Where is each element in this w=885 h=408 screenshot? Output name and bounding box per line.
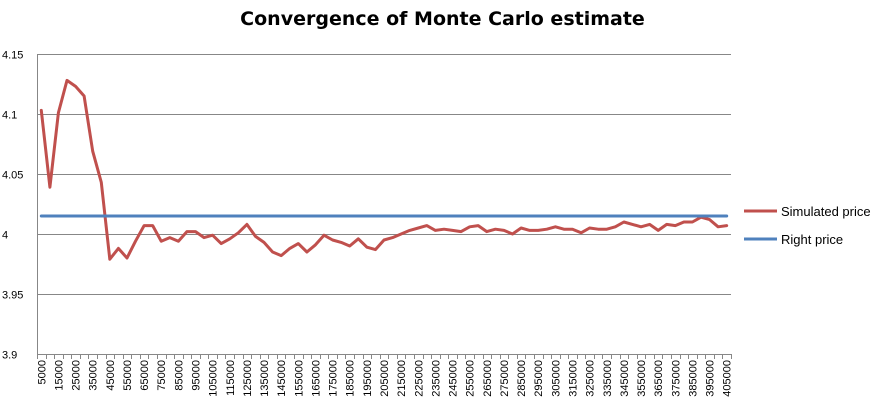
x-tick-label: 345000 — [619, 360, 631, 397]
x-tick-label: 105000 — [208, 360, 220, 397]
x-tick-label: 25000 — [71, 360, 83, 391]
x-tick-label: 95000 — [191, 360, 203, 391]
x-tick-label: 265000 — [482, 360, 494, 397]
x-tick-label: 245000 — [448, 360, 460, 397]
y-tick-label: 4.05 — [2, 170, 23, 182]
y-tick-label: 4.1 — [2, 110, 17, 122]
legend: Simulated price Right price — [744, 204, 871, 247]
x-tick-label: 295000 — [533, 360, 545, 397]
x-tick-label: 405000 — [722, 360, 734, 397]
x-tick-label: 165000 — [310, 360, 322, 397]
legend-label-simulated-price: Simulated price — [781, 204, 871, 219]
gridlines — [37, 54, 731, 295]
x-tick-label: 275000 — [499, 360, 511, 397]
x-tick-label: 385000 — [687, 360, 699, 397]
x-tick-label: 325000 — [585, 360, 597, 397]
x-tick-label: 215000 — [396, 360, 408, 397]
x-tick-label: 35000 — [88, 360, 100, 391]
series-line-simulated-price — [39, 78, 729, 261]
x-tick-label: 205000 — [379, 360, 391, 397]
x-tick-label: 15000 — [53, 360, 65, 391]
x-tick-label: 355000 — [636, 360, 648, 397]
y-tick-label: 3.9 — [2, 350, 17, 362]
x-tick-label: 305000 — [550, 360, 562, 397]
x-tick-label: 55000 — [122, 360, 134, 391]
x-tick-label: 285000 — [516, 360, 528, 397]
x-tick-label: 195000 — [362, 360, 374, 397]
x-tick-label: 175000 — [328, 360, 340, 397]
x-tick-label: 365000 — [653, 360, 665, 397]
x-tick-label: 125000 — [242, 360, 254, 397]
y-tick-label: 4 — [2, 230, 8, 242]
y-tick-label: 4.15 — [2, 50, 23, 62]
y-tick-label: 3.95 — [2, 290, 23, 302]
x-tick-label: 335000 — [602, 360, 614, 397]
chart-title: Convergence of Monte Carlo estimate — [240, 8, 645, 30]
x-tick-label: 115000 — [225, 360, 237, 396]
x-tick-label: 375000 — [670, 360, 682, 397]
x-tick-labels: 5000 15000 25000 35000 45000 55000 65000 75000 8… — [36, 360, 733, 397]
x-tick-label: 185000 — [345, 360, 357, 397]
x-tick-label: 255000 — [465, 360, 477, 397]
legend-label-right-price: Right price — [781, 232, 843, 247]
x-tick-label: 5000 — [36, 360, 48, 384]
x-tick-label: 135000 — [259, 360, 271, 397]
x-tick-label: 85000 — [173, 360, 185, 391]
x-tick-label: 145000 — [276, 360, 288, 397]
series-lines — [39, 78, 729, 261]
x-tick-label: 225000 — [413, 360, 425, 397]
x-tick-label: 395000 — [705, 360, 717, 397]
x-tick-label: 155000 — [293, 360, 305, 397]
x-tick-label: 75000 — [156, 360, 168, 391]
y-tick-labels: 3.9 3.95 4 4.05 4.1 4.15 — [2, 50, 23, 362]
x-tick-label: 235000 — [430, 360, 442, 397]
axes — [37, 54, 732, 359]
x-tick-label: 315000 — [567, 360, 579, 397]
x-tick-label: 65000 — [139, 360, 151, 391]
x-tick-label: 45000 — [105, 360, 117, 391]
